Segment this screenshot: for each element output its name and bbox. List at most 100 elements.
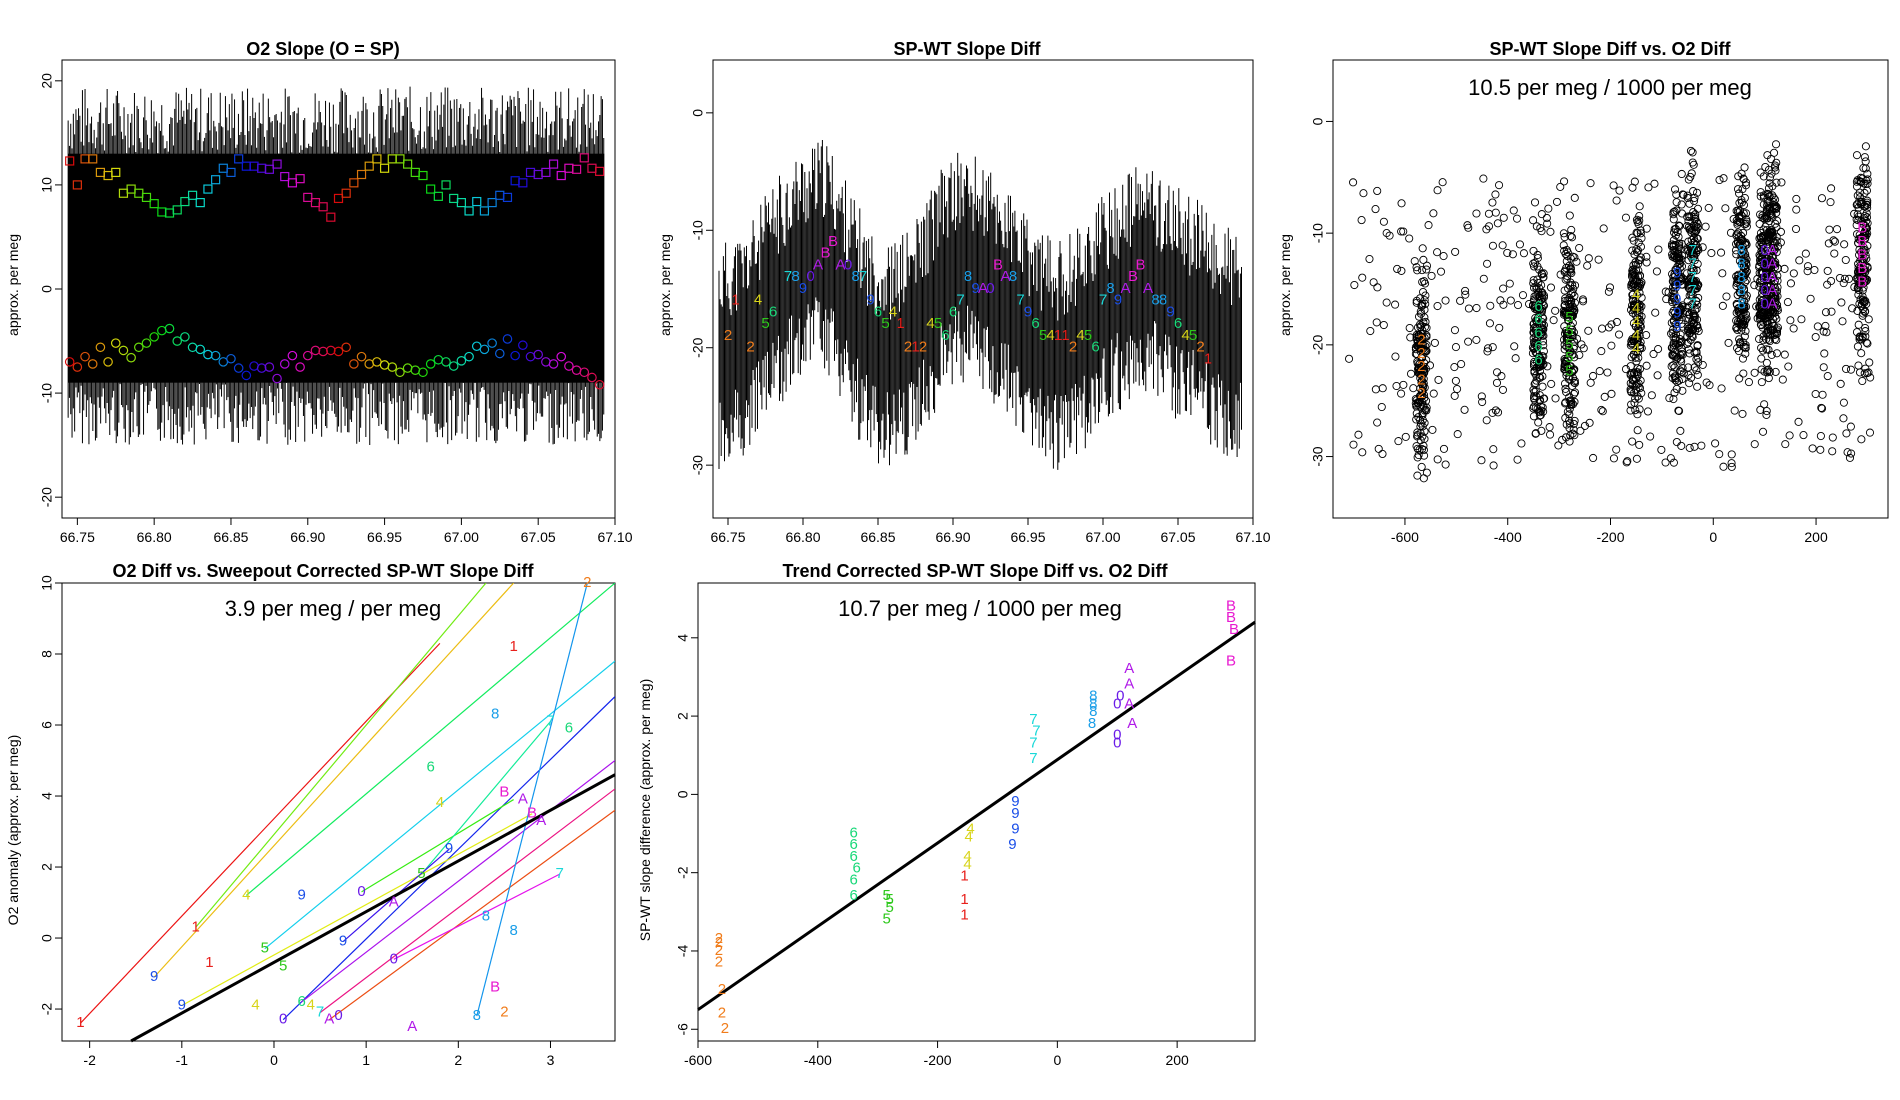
scatter-point	[1693, 370, 1702, 379]
code-label: B	[527, 805, 537, 822]
scatter-point	[1741, 344, 1750, 353]
scatter-point	[1456, 296, 1465, 305]
cluster-label: 6	[1534, 325, 1542, 342]
scatter-point	[1636, 376, 1645, 385]
scatter-point	[1738, 354, 1748, 363]
code-label: 6	[1091, 339, 1099, 356]
y-tick-label: 20	[39, 73, 55, 89]
scatter-point	[1607, 320, 1616, 329]
scatter-point	[1657, 445, 1666, 454]
scatter-point	[1669, 282, 1678, 292]
scatter-point	[1584, 254, 1593, 263]
scatter-point	[1576, 426, 1585, 435]
scatter-point	[1498, 241, 1507, 250]
scatter-point	[1828, 447, 1837, 456]
scatter-point	[1629, 336, 1638, 345]
y-tick-label: 0	[1310, 117, 1326, 125]
scatter-point	[1771, 258, 1780, 267]
scatter-point	[1413, 266, 1422, 275]
scatter-point	[1686, 328, 1695, 337]
scatter-point	[1417, 462, 1426, 472]
scatter-point	[1566, 263, 1575, 272]
scatter-point	[1461, 286, 1470, 295]
code-point: 4	[963, 856, 971, 873]
circle-marker	[149, 332, 159, 342]
scatter-point	[1767, 270, 1777, 280]
panel-spwt-vs-o2: SP-WT Slope Diff vs. O2 Diff approx. per…	[1277, 39, 1889, 545]
scatter-point	[1785, 431, 1794, 440]
scatter-point	[1415, 320, 1425, 329]
scatter-point	[1488, 343, 1497, 352]
scatter-point	[1752, 302, 1761, 311]
scatter-point	[1692, 188, 1702, 197]
circle-marker	[349, 359, 359, 369]
cluster-label: 2	[1417, 372, 1425, 389]
scatter-point	[1689, 311, 1698, 320]
scatter-point	[1690, 196, 1699, 206]
scatter-point	[1817, 194, 1827, 203]
y-tick-label: 8	[39, 650, 55, 658]
scatter-point	[1417, 378, 1426, 387]
scatter-point	[1677, 349, 1686, 359]
code-label: 1	[191, 918, 199, 935]
scatter-point	[1732, 324, 1741, 333]
scatter-point	[1626, 387, 1635, 396]
code-label: 9	[339, 933, 347, 950]
scatter-point	[1824, 239, 1833, 248]
scatter-point	[1632, 215, 1642, 224]
scatter-point	[1694, 280, 1703, 290]
cluster-label: 6	[1534, 311, 1542, 328]
x-tick-label: 67.00	[444, 529, 479, 545]
scatter-point	[1535, 373, 1544, 382]
circle-marker	[272, 373, 282, 384]
panel-o2-slope-noise-band	[67, 86, 605, 446]
code-label: 9	[1166, 303, 1174, 320]
scatter-point	[1733, 185, 1743, 194]
scatter-point	[1673, 262, 1682, 271]
scatter-point	[1528, 349, 1537, 358]
scatter-point	[1369, 278, 1378, 287]
code-label: 5	[934, 315, 942, 332]
circle-marker	[302, 350, 313, 361]
y-tick-label: -10	[1310, 223, 1326, 243]
scatter-point	[1424, 221, 1433, 230]
cluster-label: 8	[1737, 242, 1745, 259]
code-label: 4	[436, 794, 444, 811]
scatter-point	[1741, 349, 1750, 358]
code-label: 1	[1204, 350, 1212, 367]
scatter-point	[1559, 241, 1568, 250]
code-label: A	[1143, 280, 1153, 297]
scatter-point	[1784, 362, 1793, 371]
scatter-point	[1861, 327, 1870, 336]
code-label: 4	[1076, 327, 1084, 344]
scatter-point	[1562, 263, 1571, 272]
scatter-point	[1727, 462, 1736, 471]
scatter-point	[1562, 328, 1571, 337]
scatter-point	[1631, 394, 1640, 403]
scatter-point	[1633, 410, 1642, 419]
cluster-label: 8	[1737, 255, 1745, 272]
scatter-point	[1835, 273, 1844, 283]
panel-spwt-slope-diff-yticks: -30 -20 -10 0	[690, 109, 713, 475]
scatter-point	[1757, 258, 1766, 267]
scatter-point	[1575, 243, 1584, 253]
scatter-point	[1626, 406, 1635, 415]
scatter-point	[1693, 382, 1702, 391]
scatter-point	[1852, 221, 1861, 230]
scatter-point	[1677, 200, 1686, 209]
scatter-point	[1529, 412, 1538, 421]
scatter-point	[1685, 443, 1694, 452]
scatter-point	[1626, 362, 1635, 371]
scatter-point	[1531, 332, 1540, 341]
x-tick-label: 0	[1709, 529, 1717, 545]
scatter-point	[1585, 418, 1594, 427]
cluster-label: B	[1857, 246, 1867, 263]
square-marker	[356, 169, 367, 180]
scatter-point	[1565, 404, 1574, 413]
scatter-point	[1764, 374, 1773, 383]
code-label: 6	[1174, 315, 1182, 332]
scatter-point	[1737, 211, 1746, 220]
scatter-point	[1854, 290, 1863, 299]
scatter-point	[1621, 213, 1630, 222]
scatter-point	[1763, 254, 1772, 263]
